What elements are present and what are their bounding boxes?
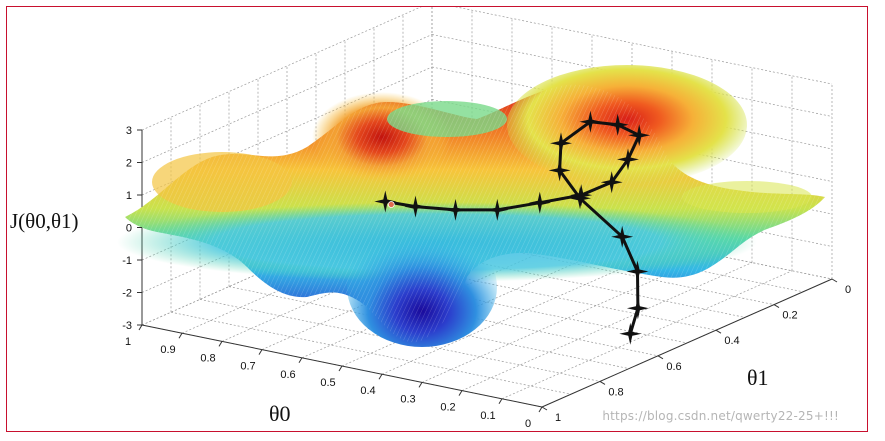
step-star (619, 322, 642, 345)
step-star (374, 190, 397, 213)
descent-step-marker (628, 124, 651, 147)
step-star (626, 297, 649, 320)
step-star (404, 195, 427, 218)
step-star (486, 198, 509, 221)
z-tick-label: 0 (126, 223, 132, 235)
z-tick-label: -3 (122, 320, 132, 332)
step-star (569, 187, 591, 210)
step-star (606, 113, 629, 136)
theta0-tick-label: 0.5 (320, 377, 335, 389)
z-axis-title: J(θ0,θ1) (10, 209, 79, 233)
step-star (548, 159, 571, 182)
theta0-tick-label: 1 (125, 336, 131, 348)
descent-step-marker (486, 198, 509, 221)
step-star (626, 260, 649, 283)
step-star (617, 148, 639, 171)
theta1-tick-mark (831, 278, 838, 283)
theta0-tick-labels: 1 0.9 0.8 0.7 0.6 0.5 0.4 0.3 0.2 0.1 0 (125, 324, 543, 430)
theta1-tick-label: 0.6 (666, 361, 681, 373)
theta0-tick-mark (138, 324, 143, 331)
theta0-tick-label: 0.1 (480, 410, 495, 422)
z-tick-labels: 3 2 1 0 -1 -2 -3 (122, 125, 142, 332)
theta0-axis-title: θ0 (269, 401, 291, 426)
z-tick-label: 3 (126, 125, 132, 137)
theta0-tick-mark (298, 357, 303, 364)
grid-line (141, 7, 422, 131)
figure-frame: 3 2 1 0 -1 -2 -3 1 0.9 0.8 0.7 0.6 0.5 0.4 0.3 0.2 0.1 0… (6, 6, 868, 432)
step-star (600, 171, 623, 194)
theta1-tick-mark (715, 329, 722, 334)
theta0-tick-label: 0.9 (160, 344, 175, 356)
grid-line (501, 270, 793, 400)
z-tick-label: -2 (122, 288, 132, 300)
surface-plot: 3 2 1 0 -1 -2 -3 1 0.9 0.8 0.7 0.6 0.5 0.4 0.3 0.2 0.1 0… (10, 7, 851, 430)
theta0-tick-label: 0.7 (240, 361, 255, 373)
theta0-tick-label: 0.3 (400, 393, 415, 405)
theta0-tick-mark (218, 341, 223, 347)
descent-step-marker (550, 132, 572, 155)
descent-step-marker (548, 159, 571, 182)
theta1-tick-label: 0.8 (608, 386, 623, 398)
grid-line (170, 311, 572, 395)
descent-step-marker (579, 110, 602, 133)
theta1-tick-label: 1 (555, 412, 561, 424)
step-star (550, 132, 572, 155)
theta1-tick-label: 0.4 (724, 335, 739, 347)
theta0-tick-mark (178, 332, 183, 339)
theta1-tick-mark (541, 406, 548, 411)
step-star (628, 124, 651, 147)
descent-step-marker (626, 260, 649, 283)
theta0-tick-label: 0.2 (440, 402, 455, 414)
z-tick-label: 2 (126, 158, 132, 170)
step-star (528, 191, 551, 214)
theta1-axis-title: θ1 (747, 365, 769, 390)
theta1-tick-label: 0 (845, 284, 851, 296)
descent-step-marker (528, 191, 551, 214)
z-tick-label: -1 (122, 255, 132, 267)
theta1-tick-mark (599, 380, 606, 385)
theta0-tick-mark (498, 398, 503, 405)
step-star (444, 198, 467, 221)
descent-step-marker (374, 190, 397, 213)
cost-surface (117, 65, 825, 347)
descent-step-marker (600, 171, 623, 194)
watermark: https://blog.csdn.net/qwerty22-25+!!! (602, 409, 839, 423)
theta1-tick-mark (657, 355, 664, 360)
descent-step-marker (626, 297, 649, 320)
descent-step-marker (617, 148, 639, 171)
z-tick-label: 1 (126, 190, 132, 202)
theta0-tick-mark (378, 373, 383, 380)
descent-step-marker (606, 113, 629, 136)
theta0-tick-mark (418, 382, 423, 388)
grid-line (454, 7, 833, 85)
descent-step-marker (569, 187, 591, 210)
theta0-tick-mark (458, 390, 463, 396)
surface-mesh (125, 84, 825, 343)
descent-step-marker (619, 322, 642, 345)
theta0-tick-label: 0.6 (280, 369, 295, 381)
theta1-tick-labels: 0 0.2 0.4 0.6 0.8 1 (541, 278, 851, 424)
gradient-descent-path (374, 110, 651, 345)
theta1-tick-label: 0.2 (782, 310, 797, 322)
start-point (387, 201, 395, 208)
theta0-tick-mark (538, 406, 543, 413)
step-star (611, 225, 634, 248)
descent-step-marker (444, 198, 467, 221)
theta0-tick-label: 0.8 (200, 352, 215, 364)
theta1-axis-line (541, 278, 833, 408)
grid-line (141, 34, 433, 163)
step-star (579, 110, 602, 133)
descent-step-marker (611, 225, 634, 248)
theta1-tick-mark (773, 304, 780, 309)
theta0-tick-label: 0.4 (360, 385, 375, 397)
grid-line (461, 262, 753, 391)
theta0-tick-mark (258, 349, 263, 355)
theta0-tick-label: 0 (525, 418, 531, 430)
theta0-tick-mark (338, 365, 343, 372)
descent-step-marker (404, 195, 427, 218)
